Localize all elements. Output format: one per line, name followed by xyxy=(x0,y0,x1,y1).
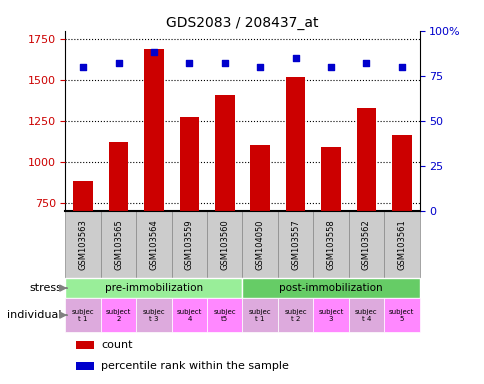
Bar xyxy=(65,211,101,278)
Text: subjec
t 4: subjec t 4 xyxy=(354,309,377,322)
Text: subjec
t5: subjec t5 xyxy=(213,309,236,322)
Point xyxy=(256,64,263,70)
Text: count: count xyxy=(101,340,132,350)
Bar xyxy=(277,211,313,278)
Bar xyxy=(356,108,376,211)
Text: GSM103560: GSM103560 xyxy=(220,219,229,270)
Bar xyxy=(214,94,234,211)
Bar xyxy=(348,298,383,332)
Bar xyxy=(242,211,277,278)
Point xyxy=(150,49,157,55)
Text: subject
5: subject 5 xyxy=(388,309,414,322)
Text: individual: individual xyxy=(7,310,62,320)
Bar xyxy=(179,118,199,211)
Point xyxy=(397,64,405,70)
Text: GSM103557: GSM103557 xyxy=(290,219,300,270)
Point xyxy=(326,64,334,70)
Point xyxy=(362,60,370,66)
Bar xyxy=(136,211,171,278)
Text: GSM103565: GSM103565 xyxy=(114,219,123,270)
Bar xyxy=(320,147,340,211)
Point xyxy=(185,60,193,66)
Bar xyxy=(144,49,164,211)
Bar xyxy=(242,278,419,298)
Point xyxy=(79,64,87,70)
Bar xyxy=(101,298,136,332)
Bar xyxy=(136,298,171,332)
Point xyxy=(291,55,299,61)
Text: GSM103561: GSM103561 xyxy=(396,219,406,270)
Bar xyxy=(171,298,207,332)
Text: stress: stress xyxy=(29,283,62,293)
Bar xyxy=(76,341,93,349)
Text: GSM103564: GSM103564 xyxy=(149,219,158,270)
Bar xyxy=(207,211,242,278)
Bar xyxy=(383,211,419,278)
Text: subject
4: subject 4 xyxy=(176,309,202,322)
Text: percentile rank within the sample: percentile rank within the sample xyxy=(101,361,288,371)
Text: GSM103558: GSM103558 xyxy=(326,219,335,270)
Text: subjec
t 2: subjec t 2 xyxy=(284,309,306,322)
Text: GSM103563: GSM103563 xyxy=(78,219,88,270)
Bar xyxy=(76,362,93,370)
Text: GSM103562: GSM103562 xyxy=(361,219,370,270)
Bar xyxy=(108,142,128,211)
Text: post-immobilization: post-immobilization xyxy=(279,283,382,293)
Point xyxy=(114,60,122,66)
Bar xyxy=(65,298,101,332)
Bar xyxy=(383,298,419,332)
Bar xyxy=(348,211,383,278)
Bar xyxy=(73,181,93,211)
Bar xyxy=(391,136,411,211)
Text: subjec
t 1: subjec t 1 xyxy=(248,309,271,322)
Bar xyxy=(313,298,348,332)
Bar xyxy=(65,278,242,298)
Bar xyxy=(207,298,242,332)
Text: GSM104050: GSM104050 xyxy=(255,219,264,270)
Point xyxy=(220,60,228,66)
Text: subject
2: subject 2 xyxy=(106,309,131,322)
Text: subjec
t 1: subjec t 1 xyxy=(72,309,94,322)
Title: GDS2083 / 208437_at: GDS2083 / 208437_at xyxy=(166,16,318,30)
Bar xyxy=(101,211,136,278)
Bar xyxy=(171,211,207,278)
Bar xyxy=(285,76,305,211)
Bar xyxy=(250,145,270,211)
Text: pre-immobilization: pre-immobilization xyxy=(105,283,203,293)
Text: subject
3: subject 3 xyxy=(318,309,343,322)
Text: subjec
t 3: subjec t 3 xyxy=(142,309,165,322)
Bar xyxy=(313,211,348,278)
Text: GSM103559: GSM103559 xyxy=(184,219,194,270)
Bar xyxy=(277,298,313,332)
Bar xyxy=(242,298,277,332)
